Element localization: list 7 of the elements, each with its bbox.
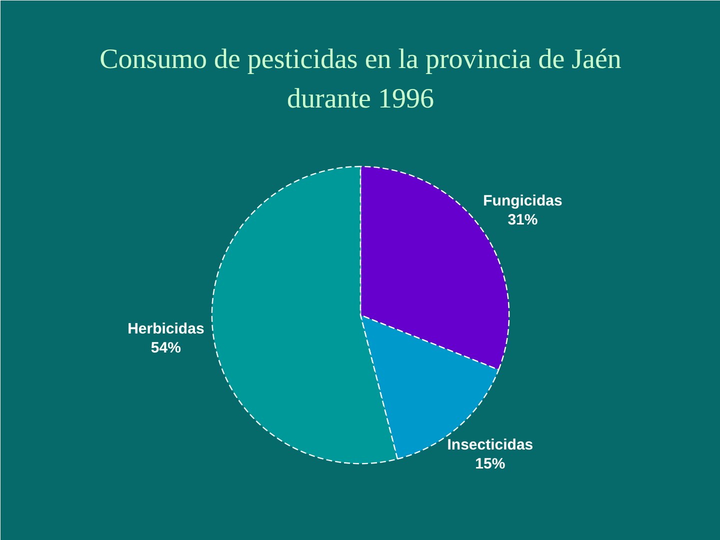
slice-label: Insecticidas (447, 436, 534, 454)
data-label: 31% (508, 212, 538, 229)
data-label: 15% (475, 455, 506, 472)
slice-label: Herbicidas (128, 320, 204, 338)
slice-label: Fungicidas (483, 192, 562, 210)
data-label: 54% (150, 339, 181, 356)
chart-title: Consumo de pesticidas en la provincia de Jaén durante 1996 (100, 44, 622, 114)
